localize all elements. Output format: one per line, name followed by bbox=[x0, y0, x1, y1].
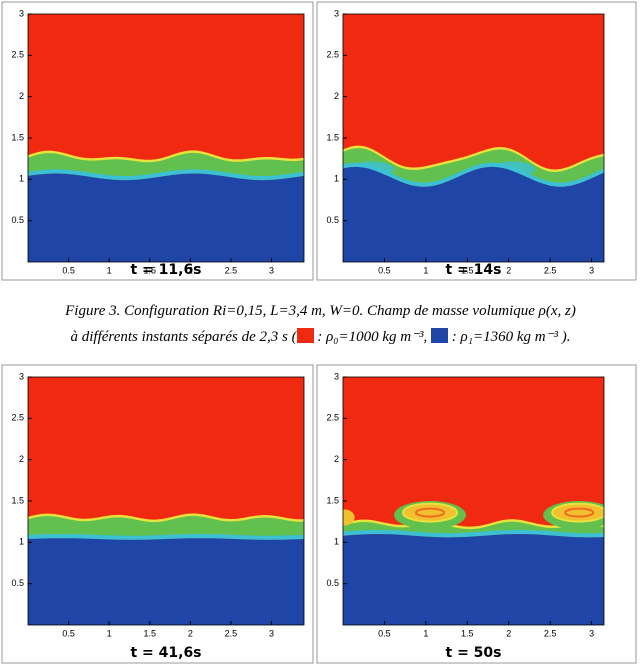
mixing-band-cyan bbox=[343, 529, 604, 538]
x-tick-label: 1.5 bbox=[144, 628, 157, 638]
y-tick-label: 0.5 bbox=[326, 215, 339, 225]
y-tick-label: 2 bbox=[19, 454, 24, 464]
y-tick-label: 3 bbox=[334, 8, 339, 18]
y-tick-label: 2 bbox=[334, 91, 339, 101]
density-field bbox=[343, 14, 604, 262]
x-tick-label: 2 bbox=[188, 628, 193, 638]
x-tick-label: 1 bbox=[423, 265, 428, 275]
y-tick-label: 0.5 bbox=[11, 215, 24, 225]
caption-line-2: à différents instants séparés de 2,3 s (… bbox=[0, 327, 641, 346]
x-tick-label: 2.5 bbox=[225, 265, 238, 275]
y-tick-label: 0.5 bbox=[11, 578, 24, 588]
y-tick-label: 1.5 bbox=[11, 132, 24, 142]
time-label: t = 14s bbox=[446, 262, 502, 278]
density-field bbox=[28, 14, 304, 262]
dense-fluid bbox=[343, 166, 604, 262]
y-tick-label: 1.5 bbox=[326, 495, 339, 505]
billow-core bbox=[551, 502, 604, 523]
legend-label: : ρ₀=1000 kg m⁻³, bbox=[313, 329, 432, 345]
x-tick-label: 2.5 bbox=[544, 628, 557, 638]
y-tick-label: 2.5 bbox=[326, 413, 339, 423]
time-label: t = 11,6s bbox=[130, 262, 201, 278]
billow-swirl bbox=[415, 507, 445, 518]
x-tick-label: 2 bbox=[188, 265, 193, 275]
billow bbox=[343, 509, 355, 526]
mixing-band-cyan bbox=[28, 169, 304, 181]
billow-swirl bbox=[564, 507, 595, 518]
mixing-band-cyan bbox=[343, 162, 604, 187]
mixing-band-green bbox=[28, 152, 304, 181]
legend-swatch bbox=[431, 328, 449, 343]
y-tick-label: 2.5 bbox=[11, 50, 24, 60]
y-tick-label: 3 bbox=[334, 371, 339, 381]
x-tick-label: 1.5 bbox=[461, 265, 474, 275]
panel-frame bbox=[1, 364, 314, 664]
x-tick-label: 1 bbox=[423, 628, 428, 638]
y-tick-label: 2.5 bbox=[326, 50, 339, 60]
x-tick-label: 0.5 bbox=[378, 265, 391, 275]
x-tick-label: 0.5 bbox=[62, 628, 75, 638]
panel-frame bbox=[1, 1, 314, 281]
time-label: t = 41,6s bbox=[130, 645, 201, 661]
caption-line-1: Figure 3. Configuration Ri=0,15, L=3,4 m… bbox=[65, 303, 576, 319]
y-tick-label: 3 bbox=[19, 8, 24, 18]
x-tick-label: 2.5 bbox=[225, 628, 238, 638]
legend-label: : ρ₁=1360 kg m⁻³ ). bbox=[448, 329, 571, 345]
y-tick-label: 1 bbox=[334, 537, 339, 547]
dense-fluid bbox=[343, 534, 604, 625]
x-tick-label: 0.5 bbox=[378, 628, 391, 638]
x-tick-label: 1 bbox=[107, 628, 112, 638]
x-tick-label: 0.5 bbox=[62, 265, 75, 275]
time-label: t = 50s bbox=[446, 645, 502, 661]
y-tick-label: 1.5 bbox=[326, 132, 339, 142]
legend-swatch bbox=[296, 328, 314, 343]
x-tick-label: 2 bbox=[506, 628, 511, 638]
y-tick-label: 3 bbox=[19, 371, 24, 381]
x-tick-label: 1.5 bbox=[461, 628, 474, 638]
mixing-band-green bbox=[28, 515, 304, 540]
density-field bbox=[343, 377, 604, 625]
mixing-band-cyan bbox=[28, 534, 304, 540]
dense-fluid bbox=[28, 538, 304, 625]
caption-text: à différents instants séparés de 2,3 s ( bbox=[70, 329, 297, 345]
y-tick-label: 1 bbox=[19, 537, 24, 547]
x-tick-label: 2 bbox=[506, 265, 511, 275]
x-tick-label: 3 bbox=[589, 265, 594, 275]
y-tick-label: 0.5 bbox=[326, 578, 339, 588]
x-tick-label: 1.5 bbox=[144, 265, 157, 275]
x-tick-label: 3 bbox=[269, 265, 274, 275]
y-tick-label: 2 bbox=[19, 91, 24, 101]
x-tick-label: 1 bbox=[107, 265, 112, 275]
panel-frame bbox=[316, 364, 637, 664]
y-tick-label: 1.5 bbox=[11, 495, 24, 505]
x-tick-label: 2.5 bbox=[544, 265, 557, 275]
billow-core bbox=[402, 502, 458, 523]
panel-frame bbox=[316, 1, 637, 281]
x-tick-label: 3 bbox=[589, 628, 594, 638]
density-field bbox=[28, 377, 304, 625]
y-tick-label: 1 bbox=[19, 174, 24, 184]
y-tick-label: 1 bbox=[334, 174, 339, 184]
y-tick-label: 2.5 bbox=[11, 413, 24, 423]
x-tick-label: 3 bbox=[269, 628, 274, 638]
dense-fluid bbox=[28, 173, 304, 262]
y-tick-label: 2 bbox=[334, 454, 339, 464]
